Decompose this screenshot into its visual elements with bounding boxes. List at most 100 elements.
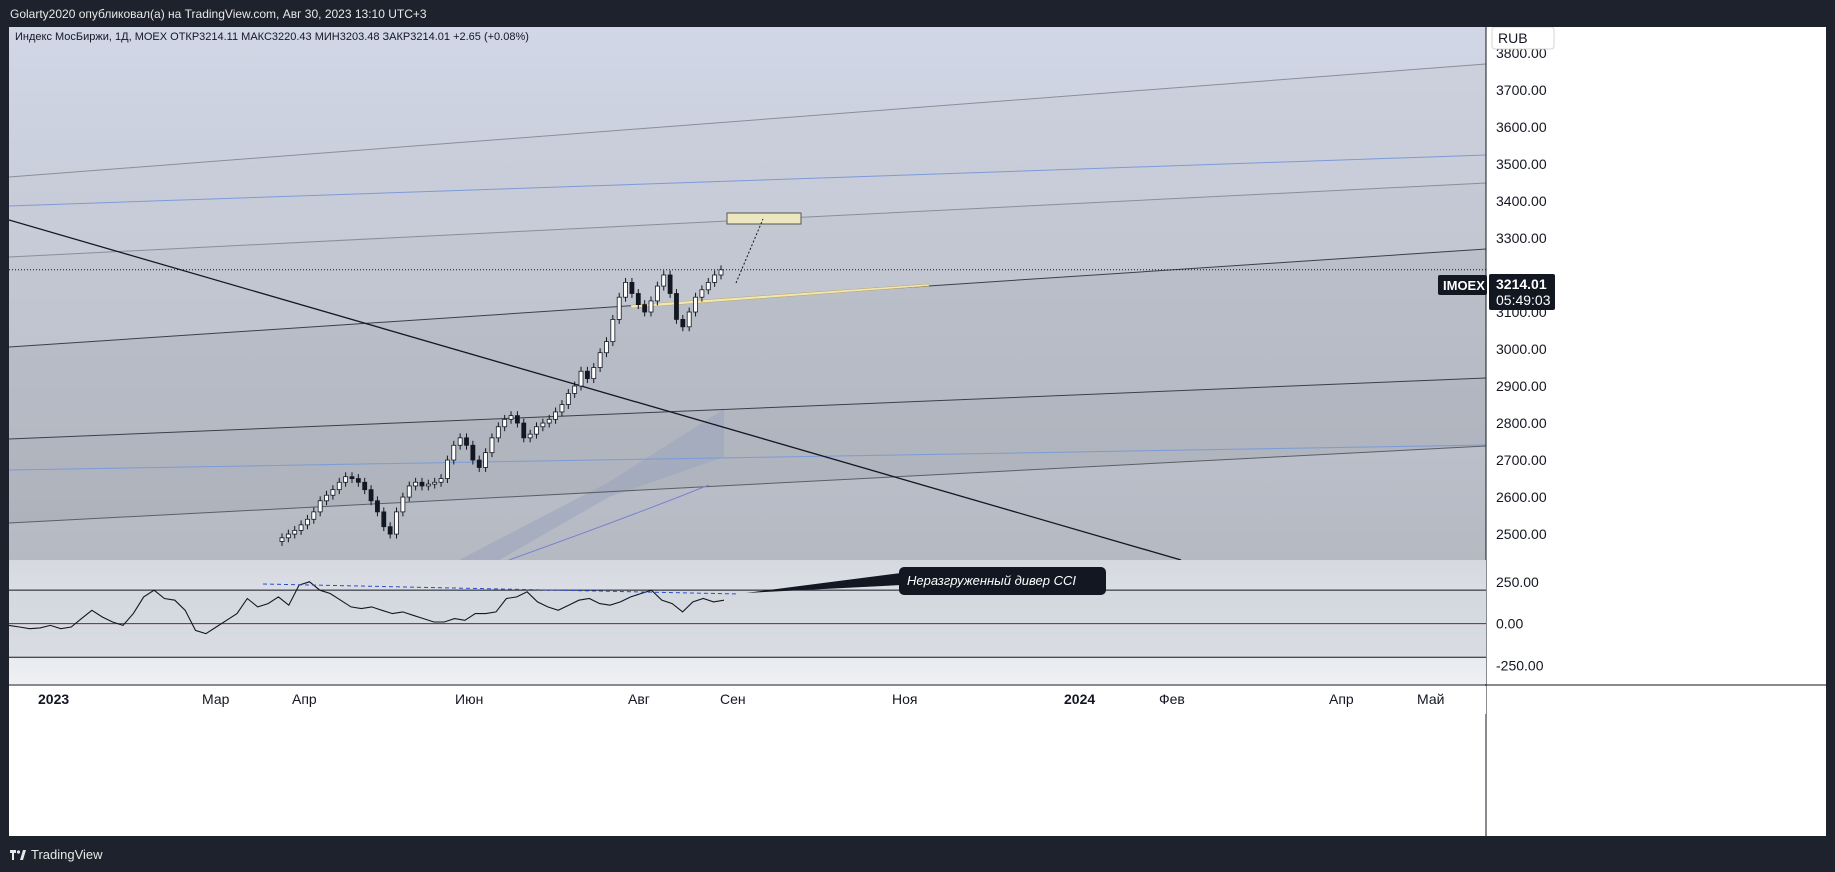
candle-body[interactable] — [635, 293, 641, 306]
candle-body[interactable] — [553, 411, 558, 420]
candle-body[interactable] — [451, 444, 457, 461]
chart-frame[interactable]: 3800.00 3700.00 3600.00 3500.00 3400.00 3300.… — [9, 27, 1826, 836]
candle-body[interactable] — [298, 524, 304, 531]
target-projection-line[interactable] — [735, 218, 764, 284]
candle-body[interactable] — [438, 478, 444, 483]
time-tick-label[interactable]: 2024 — [1064, 691, 1095, 707]
candle-body[interactable] — [387, 526, 393, 535]
time-tick-label[interactable]: Апр — [292, 691, 317, 707]
time-tick-label[interactable]: 2023 — [38, 691, 69, 707]
candle-body[interactable] — [667, 274, 673, 294]
candle-body[interactable] — [470, 444, 476, 461]
channel-line-blue-1[interactable] — [9, 154, 1487, 207]
candle-body[interactable] — [324, 494, 329, 502]
price-tick-label[interactable]: 3300.00 — [1496, 230, 1547, 246]
candle-body[interactable] — [623, 281, 628, 298]
candle-body[interactable] — [629, 281, 635, 294]
cci-tick-label[interactable]: -250.00 — [1496, 658, 1544, 674]
currency-label[interactable]: RUB — [1498, 30, 1528, 46]
candle-body[interactable] — [565, 393, 571, 405]
candle-body[interactable] — [584, 370, 590, 380]
candle-body[interactable] — [718, 269, 724, 276]
candle-body[interactable] — [578, 370, 584, 387]
price-tick-label[interactable]: 2500.00 — [1496, 526, 1547, 542]
candle-body[interactable] — [521, 422, 527, 439]
cci-axis-ticks[interactable]: 250.00 0.00 -250.00 — [1496, 574, 1544, 674]
candle-body[interactable] — [432, 481, 438, 485]
channel-line-blue-2[interactable] — [9, 444, 1487, 471]
candle-body[interactable] — [534, 426, 539, 435]
candle-body[interactable] — [349, 476, 355, 479]
target-rectangle[interactable] — [726, 212, 802, 225]
time-tick-label[interactable]: Фев — [1159, 691, 1185, 707]
candle-body[interactable] — [674, 293, 679, 320]
candle-body[interactable] — [693, 296, 698, 313]
tradingview-logo[interactable]: TradingView — [10, 847, 103, 862]
candle-body[interactable] — [476, 459, 482, 468]
candle-body[interactable] — [483, 452, 488, 468]
candle-body[interactable] — [355, 478, 361, 483]
candle-body[interactable] — [642, 304, 648, 313]
price-tick-label[interactable]: 2700.00 — [1496, 452, 1547, 468]
candle-body[interactable] — [616, 296, 622, 320]
candle-body[interactable] — [540, 422, 546, 428]
candle-body[interactable] — [305, 518, 310, 526]
price-tick-label[interactable]: 2900.00 — [1496, 378, 1547, 394]
candle-body[interactable] — [336, 481, 342, 491]
time-tick-label[interactable]: Июн — [455, 691, 483, 707]
candle-body[interactable] — [661, 274, 667, 287]
descending-trendline[interactable] — [9, 219, 1182, 561]
price-axis-ticks[interactable]: 3800.003700.003600.003500.003400.003300.… — [1496, 45, 1547, 542]
time-axis-ticks[interactable]: 2023 Мар Апр Июн Авг Сен Ноя 2024 Фев Апр Май — [38, 691, 1444, 707]
candle-body[interactable] — [705, 281, 711, 291]
time-tick-label[interactable]: Авг — [628, 691, 650, 707]
candle-body[interactable] — [362, 481, 368, 491]
candle-body[interactable] — [279, 537, 285, 542]
candle-body[interactable] — [317, 500, 323, 513]
candle-body[interactable] — [515, 415, 520, 424]
candle-body[interactable] — [712, 274, 718, 283]
price-tick-label[interactable]: 3000.00 — [1496, 341, 1547, 357]
candle-body[interactable] — [489, 437, 495, 454]
chart-svg[interactable]: 3800.003700.003600.003500.003400.003300.… — [9, 27, 1826, 836]
candle-body[interactable] — [502, 418, 508, 428]
candle-body[interactable] — [285, 533, 291, 539]
channel-line-5[interactable] — [9, 445, 1487, 524]
candle-body[interactable] — [311, 511, 317, 520]
candle-body[interactable] — [394, 511, 399, 535]
time-tick-label[interactable]: Май — [1417, 691, 1444, 707]
channel-line-4[interactable] — [9, 377, 1487, 440]
cci-divergence-line[interactable] — [262, 583, 740, 595]
candle-body[interactable] — [368, 489, 374, 502]
candle-body[interactable] — [464, 437, 469, 446]
price-tick-label[interactable]: 2600.00 — [1496, 489, 1547, 505]
candle-body[interactable] — [400, 496, 406, 513]
candle-body[interactable] — [413, 481, 419, 487]
time-tick-label[interactable]: Апр — [1329, 691, 1354, 707]
time-tick-label[interactable]: Мар — [202, 691, 230, 707]
annotation-callout[interactable] — [899, 567, 1106, 595]
cci-tick-label[interactable]: 0.00 — [1496, 616, 1523, 632]
yellow-zone[interactable] — [630, 283, 930, 309]
candle-body[interactable] — [425, 483, 431, 487]
candle-body[interactable] — [381, 511, 387, 528]
currency-box[interactable] — [1491, 27, 1555, 50]
candle-body[interactable] — [343, 476, 349, 483]
price-tick-label[interactable]: 3700.00 — [1496, 82, 1547, 98]
candle-body[interactable] — [375, 500, 380, 513]
candle-body[interactable] — [406, 485, 412, 498]
price-tick-label[interactable]: 3600.00 — [1496, 119, 1547, 135]
candle-body[interactable] — [445, 459, 450, 479]
time-tick-label[interactable]: Сен — [720, 691, 746, 707]
cci-tick-label[interactable]: 250.00 — [1496, 574, 1539, 590]
candle-body[interactable] — [591, 367, 597, 380]
price-tick-label[interactable]: 3400.00 — [1496, 193, 1547, 209]
candle-body[interactable] — [457, 437, 463, 446]
candle-body[interactable] — [686, 311, 692, 328]
candle-body[interactable] — [330, 489, 336, 496]
price-tick-label[interactable]: 2800.00 — [1496, 415, 1547, 431]
candle-body[interactable] — [508, 415, 514, 420]
candle-body[interactable] — [699, 289, 705, 298]
candle-body[interactable] — [495, 426, 501, 439]
candle-body[interactable] — [654, 285, 660, 302]
